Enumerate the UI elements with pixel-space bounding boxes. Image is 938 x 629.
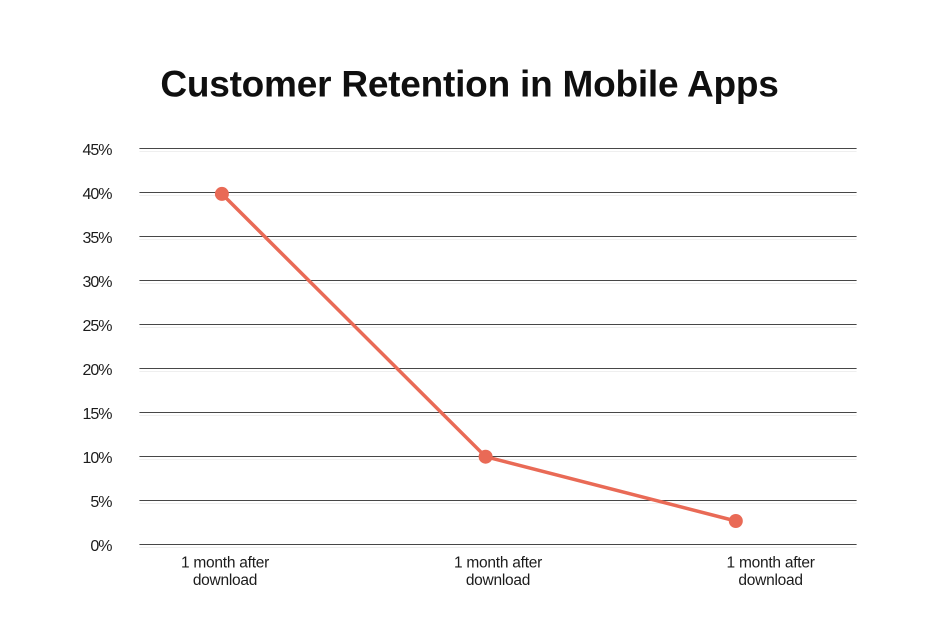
- svg-text:0%: 0%: [90, 538, 112, 555]
- svg-text:download: download: [193, 572, 257, 589]
- svg-text:30%: 30%: [82, 274, 112, 291]
- svg-text:35%: 35%: [82, 230, 112, 247]
- svg-text:1 month after: 1 month after: [727, 554, 815, 571]
- svg-text:20%: 20%: [82, 362, 112, 379]
- svg-text:download: download: [738, 572, 802, 589]
- svg-text:15%: 15%: [82, 406, 112, 423]
- svg-text:10%: 10%: [82, 450, 112, 467]
- svg-text:25%: 25%: [82, 318, 112, 335]
- svg-text:download: download: [466, 572, 530, 589]
- svg-text:Customer Retention in Mobile A: Customer Retention in Mobile Apps: [160, 63, 778, 104]
- svg-text:1 month after: 1 month after: [181, 554, 269, 571]
- svg-text:40%: 40%: [82, 186, 112, 203]
- svg-text:1 month after: 1 month after: [454, 554, 542, 571]
- svg-text:45%: 45%: [82, 142, 112, 159]
- svg-text:5%: 5%: [90, 494, 112, 511]
